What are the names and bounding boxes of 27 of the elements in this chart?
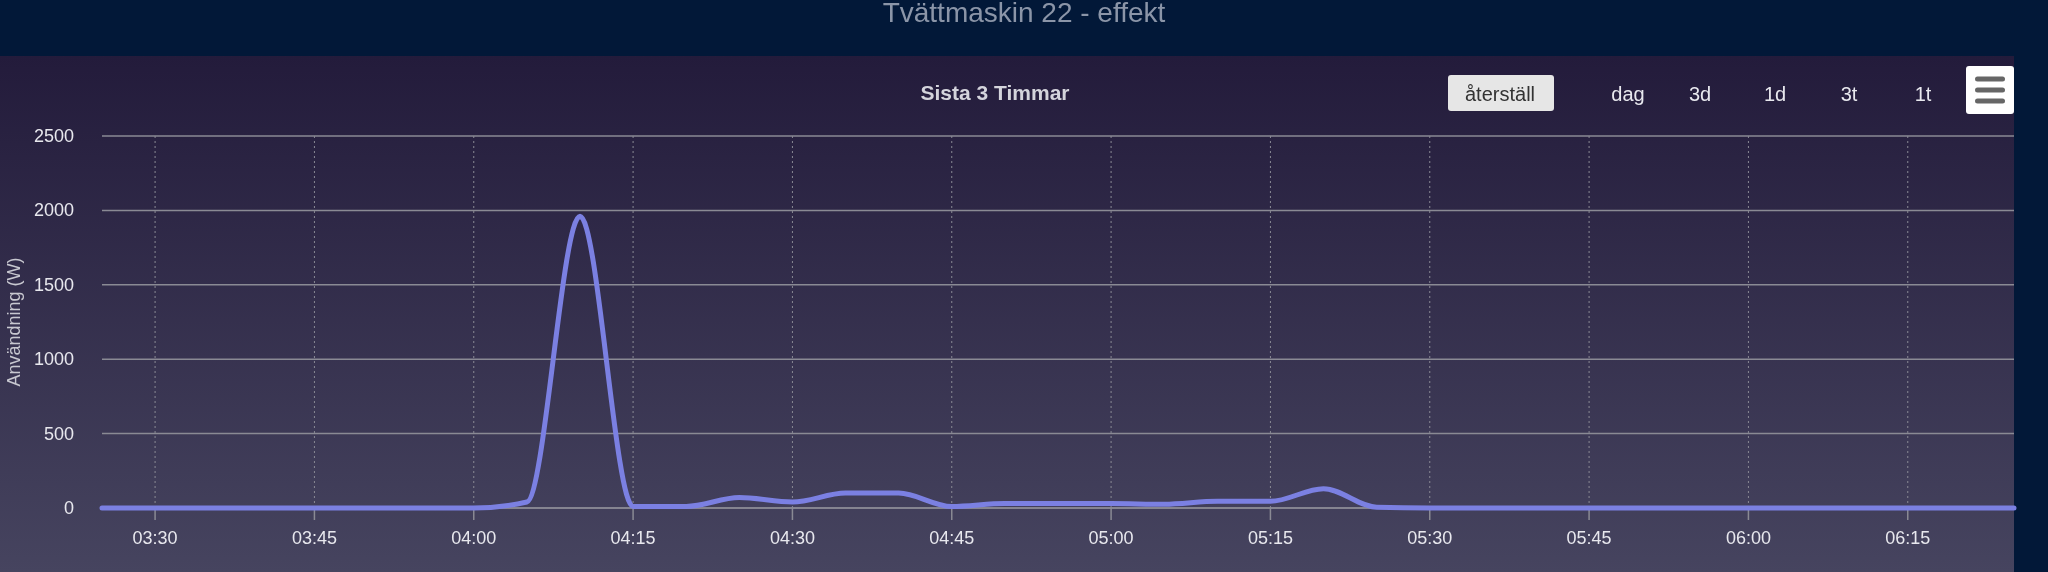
x-tick-label: 03:30 — [132, 528, 178, 548]
text: dag — [1611, 83, 1645, 105]
y-tick-label: 1500 — [33, 274, 74, 295]
chart-title: Tvättmaskin 22 - effekt — [882, 0, 1166, 28]
x-tick-label: 05:45 — [1566, 528, 1612, 548]
text: 1t — [1914, 83, 1932, 105]
text: 1d — [1763, 83, 1787, 105]
x-tick-label: 06:00 — [1725, 528, 1771, 548]
x-tick-label: 05:30 — [1407, 528, 1453, 548]
x-tick-label: 04:00 — [451, 528, 497, 548]
y-tick-label: 500 — [43, 423, 74, 444]
x-tick-label: 05:15 — [1247, 528, 1293, 548]
y-tick-label: 2500 — [33, 126, 74, 146]
text: återställ — [1464, 83, 1536, 105]
x-tick-label: 03:45 — [291, 528, 337, 548]
y-tick-label: 0 — [63, 498, 74, 518]
text: 3d — [1688, 83, 1712, 105]
x-tick-label: 05:00 — [1088, 528, 1134, 548]
y-axis-title: Användning (W) — [4, 257, 24, 387]
x-tick-label: 06:15 — [1885, 528, 1931, 548]
text: 3t — [1840, 83, 1858, 105]
y-tick-label: 1000 — [33, 349, 74, 370]
x-tick-label: 04:45 — [929, 528, 975, 548]
x-tick-label: 04:30 — [769, 528, 815, 548]
x-tick-label: 04:15 — [610, 528, 656, 548]
y-tick-label: 2000 — [33, 200, 74, 221]
chart-subtitle: Sista 3 Timmar — [920, 81, 1070, 104]
